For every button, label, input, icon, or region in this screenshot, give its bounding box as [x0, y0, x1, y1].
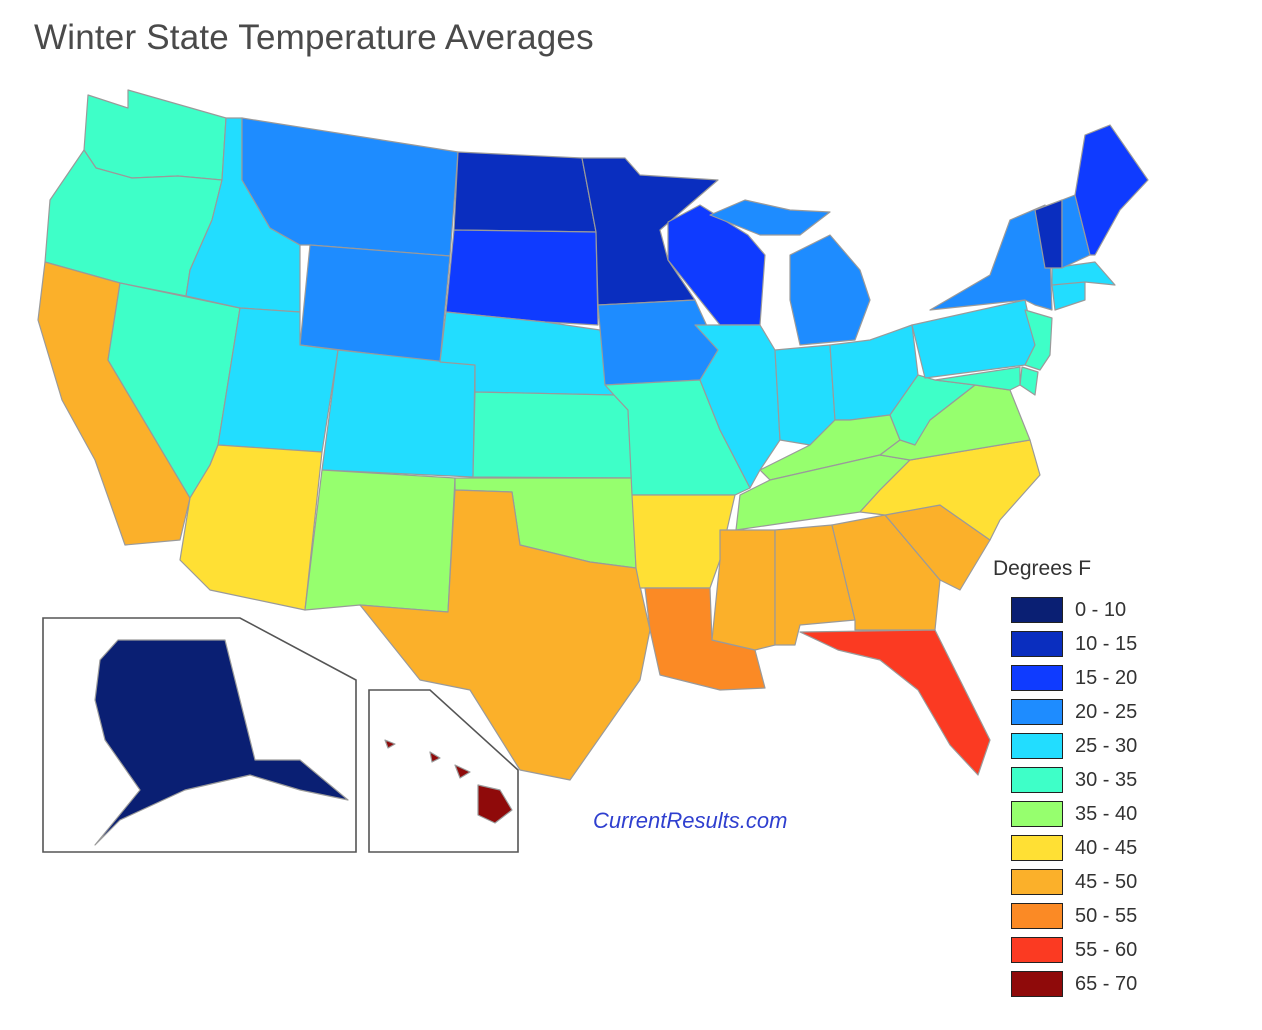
- legend-label: 0 - 10: [1075, 598, 1127, 621]
- state-minnesota[interactable]: [581, 157, 719, 306]
- state-florida[interactable]: [799, 629, 991, 776]
- state-maine[interactable]: [1074, 124, 1149, 256]
- state-kansas[interactable]: [472, 391, 633, 479]
- state-illinois[interactable]: [694, 324, 781, 489]
- state-new-york[interactable]: [929, 204, 1053, 311]
- legend-swatch: [1011, 699, 1063, 725]
- legend-label: 45 - 50: [1075, 870, 1138, 893]
- legend-swatch: [1011, 631, 1063, 657]
- legend-label: 35 - 40: [1075, 802, 1138, 825]
- state-washington[interactable]: [83, 89, 227, 181]
- legend-swatch: [1011, 597, 1063, 623]
- state-hawaii[interactable]: [384, 739, 513, 824]
- state-michigan[interactable]: [789, 234, 871, 346]
- legend-item: 20 - 25: [1011, 695, 1137, 729]
- state-south-dakota[interactable]: [445, 229, 599, 326]
- state-west-virginia[interactable]: [889, 374, 976, 446]
- legend-swatch: [1011, 903, 1063, 929]
- legend-swatch: [1011, 801, 1063, 827]
- legend-label: 30 - 35: [1075, 768, 1138, 791]
- state-texas[interactable]: [359, 489, 651, 781]
- state-mississippi[interactable]: [711, 529, 776, 651]
- state-massachusetts[interactable]: [1051, 261, 1116, 286]
- source-credit[interactable]: CurrentResults.com: [593, 808, 788, 833]
- legend-label: 65 - 70: [1075, 972, 1138, 995]
- state-alaska[interactable]: [94, 639, 349, 846]
- legend-item: 50 - 55: [1011, 899, 1137, 933]
- state-new-jersey[interactable]: [1024, 309, 1053, 371]
- legend-title: Degrees F: [993, 557, 1092, 580]
- legend-label: 15 - 20: [1075, 666, 1138, 689]
- legend-item: 15 - 20: [1011, 661, 1137, 695]
- map-title: Winter State Temperature Averages: [34, 18, 594, 57]
- state-wyoming[interactable]: [299, 244, 451, 363]
- legend-item: 10 - 15: [1011, 627, 1137, 661]
- legend-swatch: [1011, 869, 1063, 895]
- legend-swatch: [1011, 971, 1063, 997]
- legend-item: 0 - 10: [1011, 593, 1137, 627]
- state-iowa[interactable]: [597, 299, 719, 386]
- legend-item: 45 - 50: [1011, 865, 1137, 899]
- legend-label: 10 - 15: [1075, 632, 1138, 655]
- legend-swatch: [1011, 835, 1063, 861]
- legend: Degrees F 0 - 10 10 - 15 15 - 20 20 - 25 25 …: [992, 557, 1137, 1001]
- legend-label: 55 - 60: [1075, 938, 1138, 961]
- legend-item: 55 - 60: [1011, 933, 1137, 967]
- state-arizona[interactable]: [179, 444, 323, 611]
- state-louisiana[interactable]: [644, 587, 766, 691]
- legend-item: 65 - 70: [1011, 967, 1137, 1001]
- state-pennsylvania[interactable]: [911, 299, 1036, 379]
- legend-label: 40 - 45: [1075, 836, 1138, 859]
- state-colorado[interactable]: [321, 349, 476, 478]
- state-new-mexico[interactable]: [304, 469, 456, 613]
- state-michigan[interactable]: [709, 199, 831, 236]
- legend-label: 25 - 30: [1075, 734, 1138, 757]
- legend-label: 20 - 25: [1075, 700, 1138, 723]
- state-delaware[interactable]: [1019, 366, 1039, 396]
- legend-swatch: [1011, 665, 1063, 691]
- legend-item: 30 - 35: [1011, 763, 1137, 797]
- state-maryland[interactable]: [934, 366, 1021, 391]
- legend-item: 35 - 40: [1011, 797, 1137, 831]
- legend-swatch: [1011, 767, 1063, 793]
- legend-swatch: [1011, 937, 1063, 963]
- legend-item: 25 - 30: [1011, 729, 1137, 763]
- state-north-dakota[interactable]: [453, 151, 597, 233]
- legend-label: 50 - 55: [1075, 904, 1138, 927]
- legend-item: 40 - 45: [1011, 831, 1137, 865]
- legend-swatch: [1011, 733, 1063, 759]
